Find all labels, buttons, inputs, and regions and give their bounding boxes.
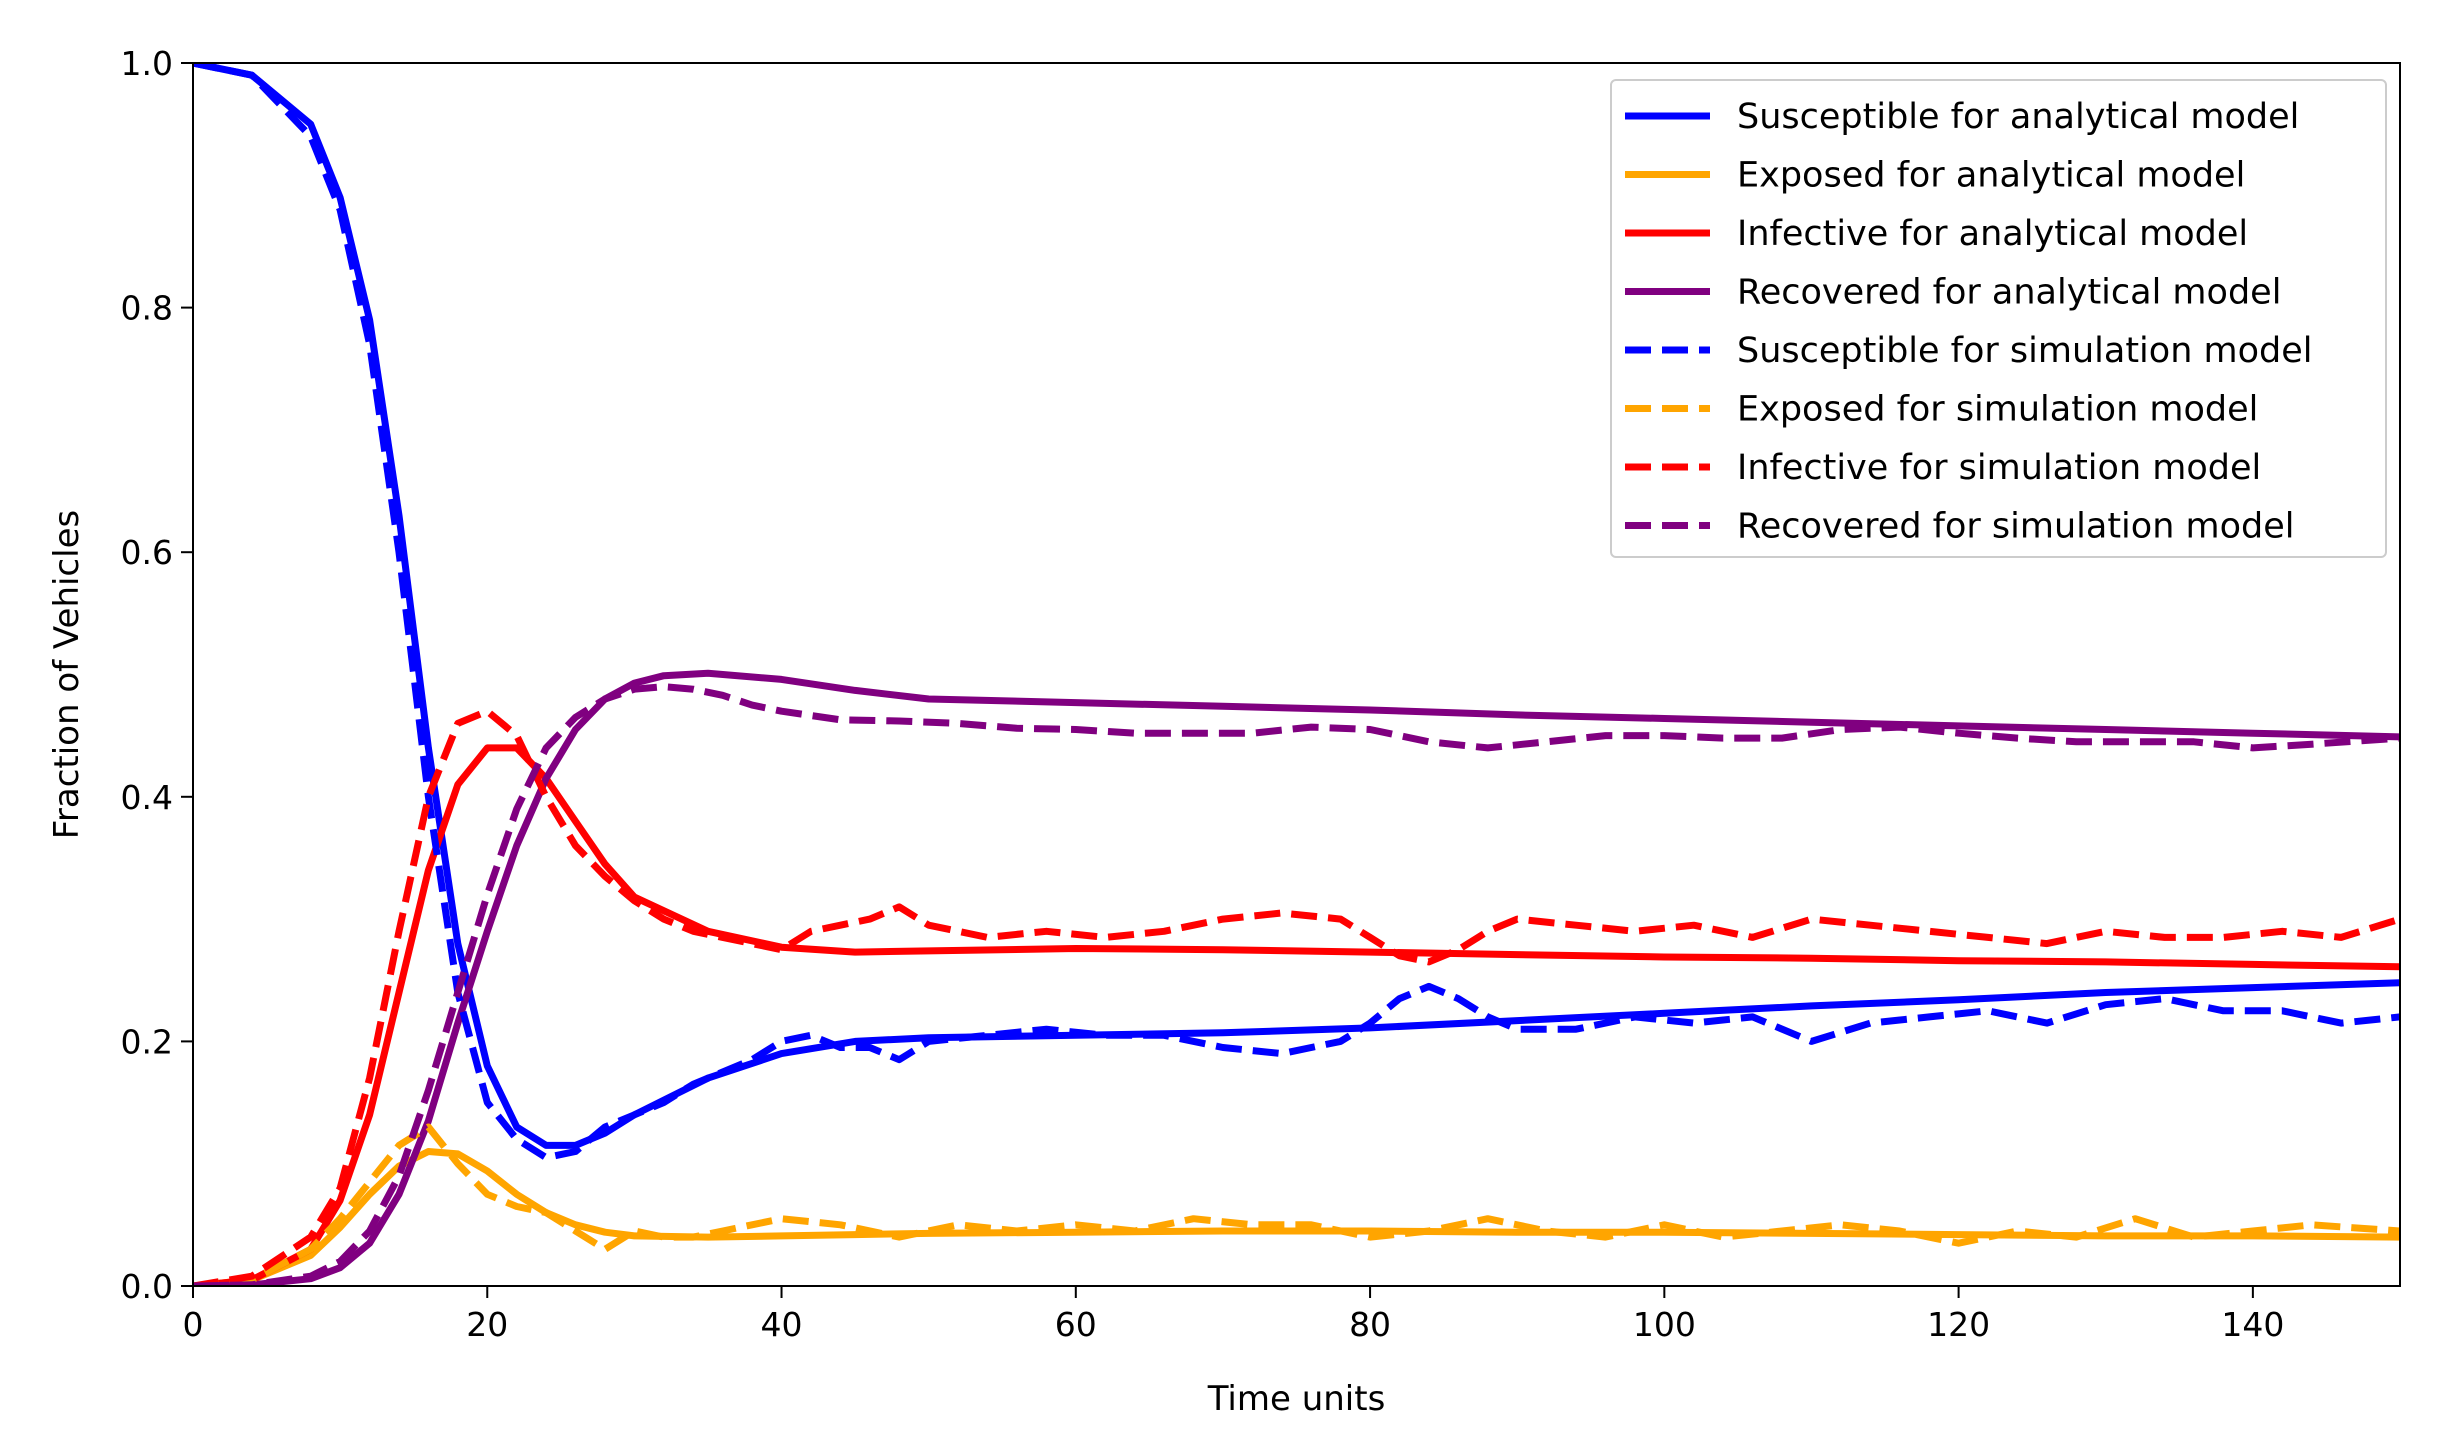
legend-label-recovered-for-simulation-model: Recovered for simulation model [1737,507,2295,547]
series-line-infective-for-simulation-model [193,707,2400,1286]
x-tick-label: 100 [1633,1305,1696,1344]
legend-label-exposed-for-analytical-model: Exposed for analytical model [1737,156,2245,196]
legend-label-susceptible-for-simulation-model: Susceptible for simulation model [1737,331,2312,371]
x-tick-label: 0 [183,1305,204,1344]
series-line-susceptible-for-simulation-model [193,63,2400,1162]
series-line-exposed-for-simulation-model [193,1123,2400,1286]
legend-label-infective-for-simulation-model: Infective for simulation model [1737,448,2261,488]
series-line-infective-for-analytical-model [193,744,2400,1286]
legend: Susceptible for analytical model Exposed … [1610,79,2387,558]
y-tick-label: 1.0 [121,44,173,83]
x-tick-label: 80 [1349,1305,1391,1344]
y-tick-label: 0.4 [121,778,173,817]
x-axis-label: Time units [1207,1379,1386,1419]
legend-label-exposed-for-simulation-model: Exposed for simulation model [1737,390,2258,430]
x-tick-label: 140 [2221,1305,2284,1344]
y-axis: 0.0 0.2 0.4 0.6 0.8 1.0 [121,44,193,1306]
x-tick-label: 40 [761,1305,803,1344]
y-tick-label: 0.6 [121,533,173,572]
x-axis: 0 20 40 60 80 100 120 140 [183,1286,2284,1344]
series-line-recovered-for-simulation-model [193,683,2400,1286]
y-tick-label: 0.2 [121,1022,173,1061]
plot-frame [192,62,2401,1287]
x-tick-label: 120 [1927,1305,1990,1344]
legend-label-susceptible-for-analytical-model: Susceptible for analytical model [1737,97,2299,137]
legend-label-recovered-for-analytical-model: Recovered for analytical model [1737,273,2281,313]
plot-lines [193,63,2400,1286]
x-tick-label: 20 [466,1305,508,1344]
y-axis-label: Fraction of Vehicles [47,510,87,839]
x-tick-label: 60 [1055,1305,1097,1344]
legend-label-infective-for-analytical-model: Infective for analytical model [1737,214,2248,254]
y-tick-label: 0.0 [121,1267,173,1306]
series-line-recovered-for-analytical-model [193,669,2400,1286]
legend-box [1610,79,2387,558]
y-tick-label: 0.8 [121,289,173,328]
